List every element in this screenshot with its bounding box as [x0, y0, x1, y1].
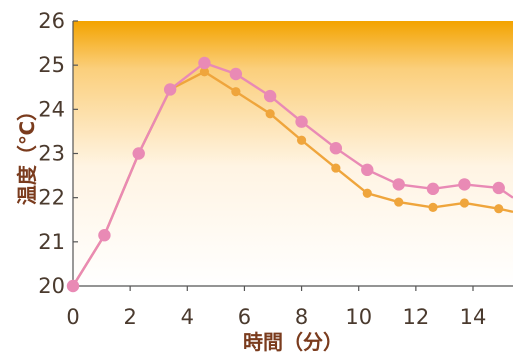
series-0-point [163, 83, 177, 96]
y-tick-label: 26 [38, 9, 65, 33]
series-0-point [458, 178, 471, 191]
series-0-point [361, 163, 374, 177]
x-tick-label: 14 [460, 305, 487, 329]
series-1-point [231, 87, 241, 97]
y-tick-label: 20 [38, 274, 65, 298]
series-0-point [198, 56, 211, 70]
series-layer [66, 56, 513, 293]
series-1-point [362, 188, 372, 198]
y-tick-label: 25 [38, 53, 65, 77]
x-axis: 0 2 4 6 8 10 12 14 [66, 285, 513, 329]
series-0-point [426, 182, 440, 196]
y-tick-label: 24 [38, 97, 65, 121]
plot-area-background [73, 21, 513, 286]
series-0-point [329, 142, 343, 155]
x-tick-label: 10 [345, 305, 372, 329]
y-tick-label: 23 [38, 142, 65, 166]
y-axis-title: 温度（℃） [15, 101, 39, 205]
x-axis-title: 時間（分） [243, 330, 343, 354]
series-1-point [494, 204, 504, 214]
series-0-point [229, 67, 243, 81]
x-tick-label: 12 [402, 305, 429, 329]
series-0-point [392, 178, 405, 191]
series-0-point [132, 147, 145, 160]
y-tick-label: 22 [38, 186, 65, 210]
y-axis: 20 21 22 23 24 25 26 [38, 9, 78, 298]
series-0-point [492, 181, 505, 195]
series-1-point [199, 67, 210, 77]
x-tick-label: 0 [66, 305, 79, 329]
series-1-point [394, 197, 404, 207]
series-1-point [296, 135, 307, 145]
series-1-point [459, 198, 470, 208]
series-1-point [428, 202, 438, 212]
series-0 [66, 56, 513, 293]
series-0-point [98, 229, 111, 242]
x-tick-label: 8 [295, 305, 308, 329]
y-tick-label: 21 [38, 230, 65, 254]
series-0-point [263, 89, 277, 103]
series-0-point [66, 279, 80, 293]
series-1-point [265, 109, 275, 119]
series-0-point [295, 115, 308, 128]
x-tick-label: 4 [181, 305, 194, 329]
x-tick-label: 2 [123, 305, 136, 329]
x-tick-label: 6 [238, 305, 251, 329]
series-1-point [331, 163, 341, 173]
